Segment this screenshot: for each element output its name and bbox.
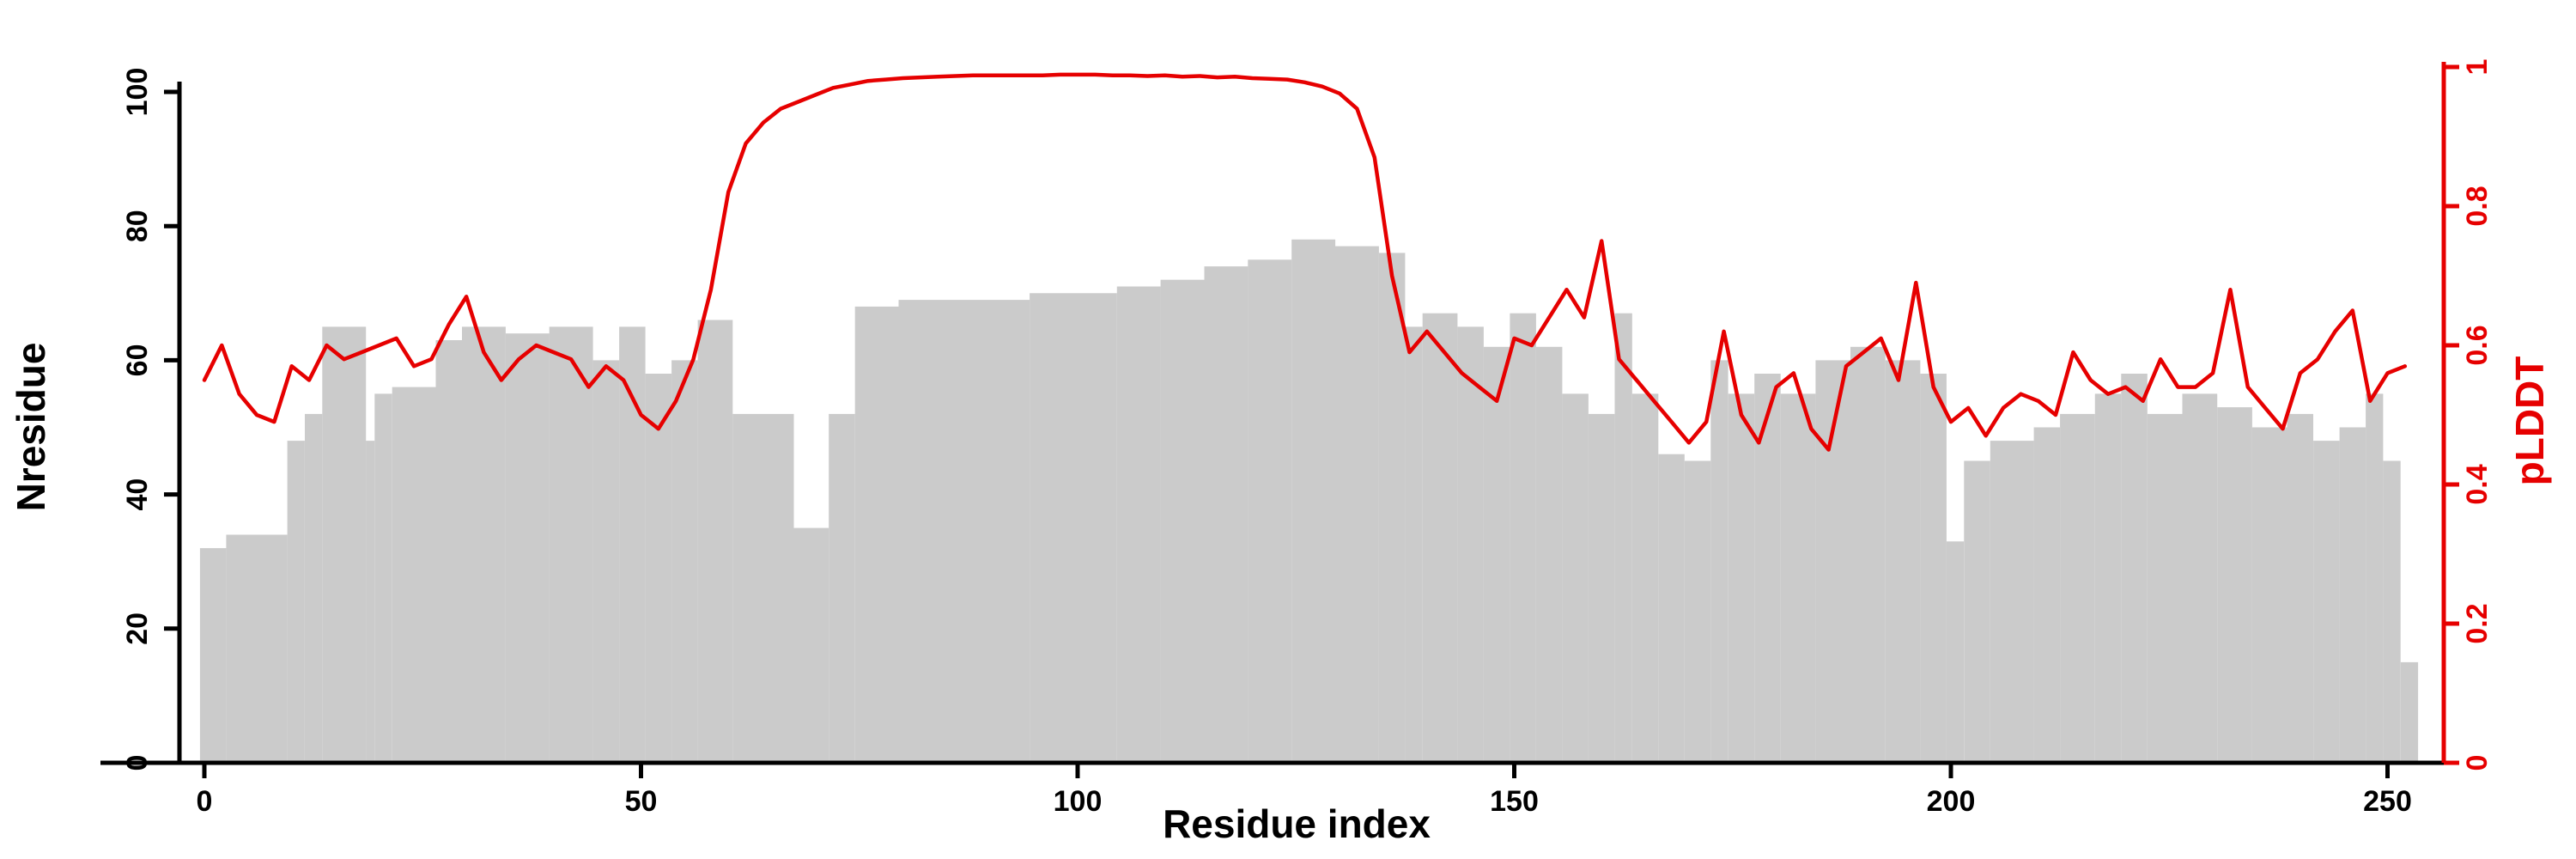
nresidue-bar [435, 340, 462, 763]
nresidue-bar [392, 387, 436, 763]
nresidue-bar [1946, 541, 1965, 763]
nresidue-bar [1378, 253, 1406, 763]
nresidue-bar [1510, 313, 1536, 763]
y-left-axis-title: Nresidue [9, 343, 53, 512]
nresidue-bar [1291, 239, 1336, 763]
plddt-line [202, 72, 2408, 452]
y-right-tick-label: 0.8 [2461, 186, 2494, 226]
nresidue-bar [854, 306, 899, 763]
nresidue-bar [287, 441, 305, 763]
nresidue-bar [1885, 360, 1921, 763]
y-right-tick-label: 0.2 [2461, 603, 2494, 643]
nresidue-bar [1483, 346, 1510, 763]
x-tick-label: 50 [625, 785, 658, 818]
nresidue-bar [2400, 661, 2419, 763]
nresidue-bar [1422, 313, 1458, 763]
nresidue-bar [1964, 460, 1990, 763]
y-left-tick-label: 0 [121, 755, 154, 771]
y-left-tick-label: 20 [121, 612, 154, 645]
nresidue-bar [2313, 441, 2340, 763]
y-left-tick-label: 100 [121, 68, 154, 117]
nresidue-bar [305, 413, 323, 763]
nresidue-bar [645, 374, 672, 763]
y-right-axis-title: pLDDT [2507, 356, 2552, 486]
nresidue-bar [2060, 413, 2095, 763]
nresidue-bar [1920, 374, 1947, 763]
axes: 0 50 100 150 200 250 0 20 40 60 80 100 0 0.2 0.4 0.6 0.8… [100, 59, 2494, 818]
nresidue-bar [2094, 393, 2122, 763]
nresidue-bar [2217, 407, 2252, 763]
nresidue-bar [697, 320, 733, 763]
nresidue-bar [619, 326, 646, 763]
nresidue-bar [1631, 393, 1659, 763]
nresidue-bar [793, 527, 829, 763]
x-tick-label: 200 [1927, 785, 1976, 818]
nresidue-bar [322, 326, 367, 763]
nresidue-bar [671, 360, 698, 763]
x-tick-label: 0 [197, 785, 213, 818]
nresidue-bar [226, 534, 288, 763]
nresidue-bar [462, 326, 506, 763]
nresidue-bar [1030, 293, 1117, 763]
nresidue-bar [1405, 326, 1423, 763]
y-left-tick-label: 60 [121, 344, 154, 376]
nresidue-bar [1728, 393, 1755, 763]
x-axis-title: Residue index [1163, 801, 1431, 846]
nresidue-bar [2339, 427, 2366, 763]
nresidue-bar [1204, 266, 1249, 764]
nresidue-bar [1780, 393, 1816, 763]
nresidue-bar [1754, 374, 1781, 763]
y-right-tick-label: 0 [2461, 755, 2494, 771]
nresidue-bar [1658, 454, 1685, 763]
nresidue-bar [1535, 346, 1563, 763]
y-right-tick-label: 1 [2461, 59, 2494, 76]
nresidue-bar [1684, 460, 1711, 763]
nresidue-bar [2033, 427, 2061, 763]
nresidue-bar [199, 548, 227, 763]
nresidue-bar [549, 326, 593, 763]
nresidue-bar [2366, 393, 2384, 763]
nresidue-bar [1248, 259, 1292, 764]
plddt-line-series [202, 72, 2408, 452]
y-left-tick-label: 80 [121, 210, 154, 242]
nresidue-bar [592, 360, 620, 763]
y-left-tick-label: 40 [121, 478, 154, 511]
x-tick-label: 100 [1054, 785, 1103, 818]
nresidue-bar [2182, 393, 2218, 763]
nresidue-bar [374, 393, 392, 763]
nresidue-bar [1990, 441, 2034, 763]
x-tick-label: 150 [1490, 785, 1539, 818]
nresidue-bar [2383, 460, 2401, 763]
nresidue-bar [2147, 413, 2183, 763]
nresidue-bar [1562, 393, 1589, 763]
nresidue-bar [898, 300, 1030, 764]
nresidue-bar [1335, 246, 1379, 764]
y-right-tick-label: 0.4 [2461, 464, 2494, 504]
nresidue-bar [2251, 427, 2287, 763]
nresidue-bar [1457, 326, 1484, 763]
nresidue-bar [1588, 413, 1615, 763]
nresidue-bar [2287, 413, 2313, 763]
nresidue-bar [1710, 360, 1728, 763]
nresidue-bar [1116, 286, 1161, 763]
nresidue-bar [1850, 346, 1886, 763]
nresidue-bar [829, 413, 855, 763]
x-tick-label: 250 [2363, 785, 2412, 818]
nresidue-bar [2121, 374, 2148, 763]
nresidue-bars-series [199, 239, 2419, 764]
nresidue-bar [1160, 279, 1205, 763]
nresidue-bar [366, 441, 375, 763]
y-right-tick-label: 0.6 [2461, 325, 2494, 365]
nresidue-bar [505, 333, 550, 763]
nresidue-bar [732, 413, 794, 763]
nresidue-bar [1614, 313, 1632, 763]
